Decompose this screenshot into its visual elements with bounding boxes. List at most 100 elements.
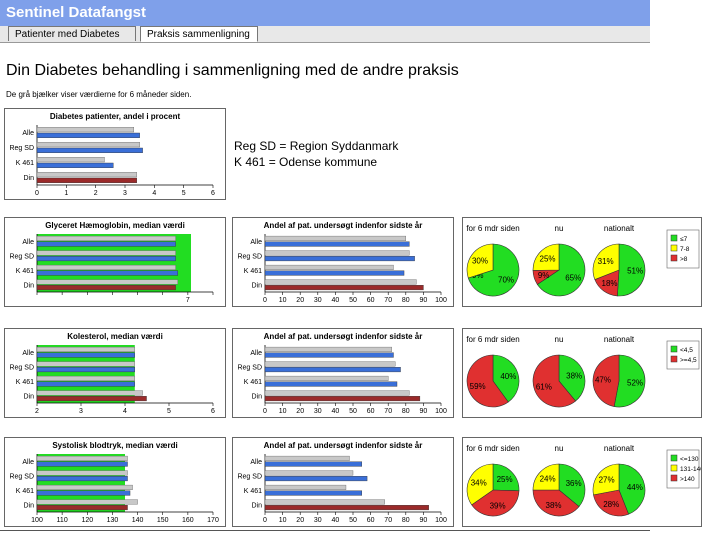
bar-current [36,132,140,139]
bar-current [264,352,394,358]
bar-previous [36,235,176,241]
x-tick-label: 3 [79,408,83,415]
x-tick-label: 10 [279,297,287,304]
pie-slice-label: 34% [471,479,487,488]
chart-title: Andel af pat. undersøgt indenfor sidste … [264,221,423,230]
bar-current [264,256,415,262]
pie-slice-label: 40% [500,372,516,381]
bar-chart-blood-pressure: Systolisk blodtryk, median værdi 100 110 12… [9,441,218,524]
pie-panel-cholesterol: for 6 mdr siden nu nationalt 40% 59% 38% 61% 52… [462,328,702,418]
category-label: Alle [22,239,34,246]
x-tick-label: 6 [211,408,215,415]
bar-chart-diabetes-patients: Diabetes patienter, andel i procent 0 1 2 3 4… [9,112,215,197]
bar-previous [264,470,354,476]
pie-slice [592,463,620,496]
pie-slice [592,243,620,280]
legend-label: 131-140 [680,466,701,473]
bar-current [36,285,176,291]
pie-slice [558,463,586,507]
pie-slice [617,243,646,297]
x-tick-label: 150 [157,517,169,524]
x-tick-label: 100 [31,517,43,524]
x-tick-label: 70 [384,517,392,524]
category-label: K 461 [16,160,34,167]
bar-previous [36,279,179,285]
category-label: Reg SD [237,473,262,480]
pie-slice-label: 51% [627,267,643,276]
bar-current [36,270,179,276]
bar-previous [36,346,135,352]
bar-current [36,241,176,247]
region-legend-line-1: Reg SD = Region Syddanmark [234,139,399,153]
tab-patients[interactable]: Patienter med Diabetes [8,26,136,41]
tab-bar: Patienter med Diabetes Praksis sammenlig… [0,26,650,43]
pie-title: nu [555,335,564,344]
bar-previous [264,455,350,461]
chart-title: Glyceret Hæmoglobin, median værdi [45,221,185,230]
bar-current [36,476,128,482]
category-label: Reg SD [237,253,262,260]
x-tick-label: 0 [263,408,267,415]
pie-group-cholesterol-pies: for 6 mdr siden nu nationalt 40% 59% 38% 61% 52… [466,335,700,408]
x-tick-label: 2 [35,408,39,415]
pie-title: for 6 mdr siden [466,335,519,344]
x-tick-label: 40 [332,408,340,415]
pie-title: nationalt [604,335,635,344]
pie-slice [532,354,576,408]
pie-title: nu [555,444,564,453]
bar-current [36,505,128,511]
legend-label: <=130 [680,456,699,463]
pie-slice-label: 25% [497,475,513,484]
bar-previous [36,499,138,505]
x-tick-label: 90 [420,408,428,415]
x-tick-label: 30 [314,517,322,524]
bar-current [264,505,429,511]
pie-legend [666,340,700,370]
bar-current [36,352,135,358]
x-tick-label: 80 [402,408,410,415]
bar-current [36,147,143,154]
bar-chart-cholesterol-share: Andel af pat. undersøgt indenfor sidste … [237,332,446,415]
category-label: Reg SD [9,364,34,371]
legend-swatch [670,464,678,472]
bar-previous [36,157,105,163]
pie-slice-label: 24% [540,475,556,484]
bar-chart-cholesterol: Kolesterol, median værdi 2 3 4 5 6 Alle Reg SD K… [9,332,215,415]
x-tick-label: 100 [435,297,447,304]
pie-slice [613,354,646,408]
legend-swatch [670,355,678,363]
chart-panel-blood-pressure: Systolisk blodtryk, median værdi 100 110 12… [4,437,226,527]
bar-previous [264,235,407,241]
bottom-divider [0,530,650,531]
pie-slice [466,463,494,506]
pie-slice-label: 27% [599,476,615,485]
bar-previous [36,470,128,476]
x-tick-label: 0 [263,517,267,524]
pie-slice [592,354,620,407]
x-tick-label: 140 [132,517,144,524]
x-tick-label: 40 [332,297,340,304]
bar-current [36,461,128,467]
tab-practice-comparison[interactable]: Praksis sammenligning [140,26,258,42]
category-label: Alle [22,130,34,137]
bar-current [36,177,137,184]
x-tick-label: 30 [314,297,322,304]
x-tick-label: 110 [57,517,68,524]
pie-slice-label: 36% [566,479,582,488]
legend-label: 7-8 [680,246,690,253]
pie-slice [536,243,586,297]
pie-slice-label: 25% [540,255,556,264]
x-tick-label: 50 [349,297,357,304]
bar-previous [264,279,417,285]
page-title: Din Diabetes behandling i sammenligning … [6,62,459,79]
pie-slice-label: 65% [565,274,581,283]
x-tick-label: 3 [123,190,127,197]
bar-current [36,381,135,387]
category-label: Alle [22,350,34,357]
app-title: Sentinel Datafangst [6,4,147,21]
chart-title: Systolisk blodtryk, median værdi [52,441,177,450]
pie-slice-label: 39% [490,501,506,510]
pie-slice [532,243,560,271]
x-tick-label: 90 [420,517,428,524]
x-tick-label: 80 [402,517,410,524]
